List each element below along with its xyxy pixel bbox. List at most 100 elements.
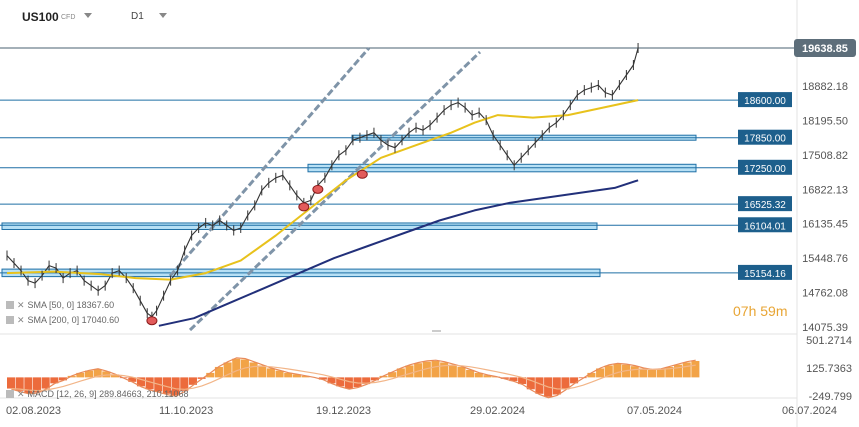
macd-histogram-bar [344, 377, 353, 389]
symbol-dropdown-icon[interactable] [84, 13, 92, 18]
macd-histogram-bar [145, 377, 154, 390]
pivot-markers [146, 169, 368, 326]
level-tag-label: 16525.32 [744, 200, 786, 211]
channel-lower-line [188, 50, 482, 332]
remove-indicator-icon[interactable]: ✕ [17, 300, 25, 310]
level-tag: 17250.00 [738, 159, 792, 175]
level-tag-bg [738, 159, 792, 175]
symbol-name[interactable]: US100 [22, 10, 59, 24]
countdown-m-unit: m [775, 303, 788, 319]
macd-histogram-bar [388, 372, 397, 378]
level-tags: 19638.85 18600.00 17850.00 17250.00 16525.32… [738, 39, 856, 280]
level-tag-label: 16104.01 [744, 221, 786, 232]
macd-histogram-bar [682, 362, 691, 378]
price-tick-label: 14075.39 [802, 322, 848, 334]
macd-histogram-bar [76, 372, 85, 378]
macd-histogram-bar [171, 377, 180, 396]
macd-histogram-bar [561, 377, 570, 390]
level-tag-label: 18600.00 [744, 96, 786, 107]
price-tick-label: 14762.08 [802, 288, 848, 300]
macd-histogram-bar [500, 377, 509, 379]
macd-histogram-bar [414, 363, 423, 378]
macd-histogram-bar [266, 368, 275, 378]
macd-histogram-bar [180, 377, 189, 391]
grid [0, 0, 798, 427]
macd-panel: 501.2714 125.7363 -249.799 [7, 335, 852, 403]
symbol-type: CFD [61, 14, 76, 21]
sma200-value: 17040.60 [81, 315, 120, 325]
remove-indicator-icon[interactable]: ✕ [17, 389, 25, 399]
macd-histogram-bar [474, 372, 483, 378]
macd-histogram-bar [656, 369, 665, 378]
price-tick-label: 16135.45 [802, 219, 848, 231]
macd-histogram-bar [448, 364, 457, 378]
time-tick-label: 11.10.2023 [159, 405, 213, 417]
macd-histogram-bar [162, 377, 171, 394]
price-tick-label: 18882.18 [802, 81, 848, 93]
current-price-value: 19638.85 [802, 43, 848, 55]
macd-tick-label: 501.2714 [806, 335, 852, 347]
series-line-sma-50 [6, 99, 639, 281]
macd-histogram-bar [223, 362, 232, 378]
macd-histogram-bar [483, 375, 492, 378]
macd-histogram-bar [440, 362, 449, 378]
macd-histogram-bar [84, 370, 94, 378]
indicator-settings-icon[interactable] [6, 301, 14, 309]
current-price-tag: 19638.85 [794, 39, 856, 57]
macd-histogram-bar [604, 365, 613, 378]
price-axis: 18882.18 18195.50 17508.82 16822.13 16135.45… [802, 81, 848, 334]
macd-histogram-bar [552, 377, 561, 395]
macd-histogram-bar [206, 372, 215, 378]
macd-histogram-bar [466, 369, 475, 378]
sma200-legend[interactable]: ✕ SMA [200, 0] 17040.60 [6, 315, 119, 326]
countdown-h-unit: h [748, 303, 757, 319]
macd-histogram-bar [301, 375, 310, 378]
macd-histogram-bar [24, 377, 33, 394]
countdown-hours: 07 [733, 303, 749, 319]
macd-histogram-bar [422, 361, 431, 378]
timeframe-selector[interactable]: D1 [131, 11, 144, 22]
macd-histogram-bar [353, 377, 362, 388]
macd-histogram-bar [431, 360, 440, 378]
level-tag-label: 17850.00 [744, 134, 786, 145]
remove-indicator-icon[interactable]: ✕ [17, 315, 25, 325]
timeframe-dropdown-icon[interactable] [159, 13, 167, 18]
macd-histogram-bar [197, 377, 206, 379]
macd-line [11, 357, 696, 399]
macd-histogram-bar [41, 377, 50, 389]
pivot-marker [356, 169, 368, 179]
indicator-settings-icon[interactable] [6, 316, 14, 324]
trend-channel[interactable] [168, 47, 482, 332]
series-line-us100 [6, 47, 639, 318]
macd-tick-label: -249.799 [809, 391, 852, 403]
panel-resize-handle [432, 330, 441, 332]
indicator-settings-icon[interactable] [6, 390, 14, 398]
level-tag-bg [738, 129, 792, 145]
macd-histogram-bar [570, 377, 579, 384]
macd-signal-line [11, 364, 696, 392]
macd-histogram-bar [232, 358, 241, 378]
time-tick-label: 29.02.2024 [470, 405, 525, 417]
macd-histogram-bar [336, 377, 345, 387]
macd-histogram-bar [639, 368, 648, 378]
series-line-sma-200 [158, 179, 639, 327]
macd-histogram-bar [93, 369, 102, 378]
time-axis: 02.08.2023 11.10.2023 19.12.2023 29.02.2024… [6, 405, 837, 417]
macd-histogram-bar [648, 369, 657, 378]
macd-histogram-bar [188, 377, 197, 385]
macd-label: MACD [12, 26, 9] [27, 389, 97, 399]
level-tag-bg [738, 92, 792, 108]
price-tick-label: 16822.13 [802, 184, 848, 196]
macd-histogram-bar [691, 360, 700, 378]
macd-histogram-bar [405, 365, 414, 378]
macd-legend[interactable]: ✕ MACD [12, 26, 9] 289.84663, 210.11068 [6, 389, 189, 400]
macd-histogram-bar [318, 377, 327, 380]
level-zones [0, 47, 797, 278]
macd-histogram-bar [292, 374, 301, 378]
level-tag-bg [738, 196, 792, 212]
level-tag: 15154.16 [738, 264, 792, 280]
macd-histogram-bar [665, 366, 674, 378]
pivot-marker [298, 202, 310, 212]
sma50-legend[interactable]: ✕ SMA [50, 0] 18367.60 [6, 300, 114, 311]
